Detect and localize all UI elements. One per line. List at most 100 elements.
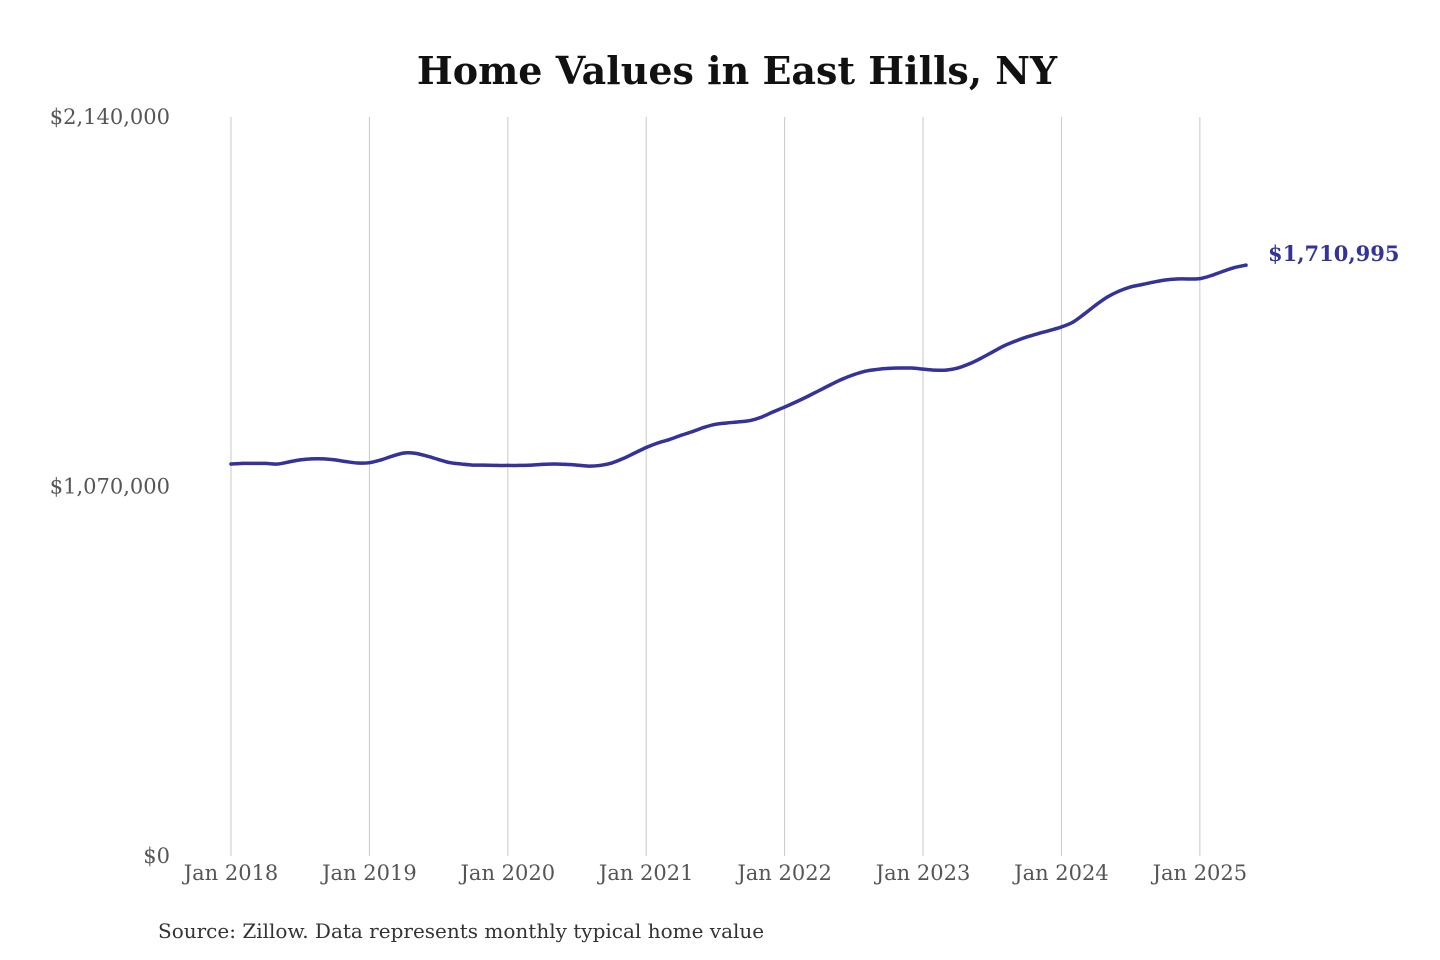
data-point: [921, 367, 925, 371]
data-point: [1071, 320, 1075, 324]
data-point: [771, 410, 775, 414]
data-point: [552, 462, 556, 466]
x-tick-label: Jan 2019: [320, 861, 417, 885]
data-point: [287, 460, 291, 464]
data-point: [356, 461, 360, 465]
data-point: [298, 458, 302, 462]
chart-title: Home Values in East Hills, NY: [417, 48, 1058, 93]
data-point: [690, 429, 694, 434]
data-point: [448, 461, 452, 465]
data-point: [1186, 277, 1190, 281]
data-point: [471, 463, 475, 467]
data-point: [829, 383, 833, 387]
data-point: [240, 461, 245, 465]
data-point: [229, 462, 233, 466]
data-point: [1059, 325, 1064, 329]
data-point: [1175, 277, 1179, 281]
source-note: Source: Zillow. Data represents monthly …: [158, 919, 764, 943]
data-point: [944, 368, 948, 372]
data-point: [1036, 331, 1040, 336]
data-point: [967, 362, 971, 366]
data-point: [1152, 280, 1156, 284]
data-point: [783, 405, 787, 409]
data-point: [344, 460, 348, 464]
data-point: [656, 441, 660, 445]
data-point: [1082, 312, 1087, 316]
data-point: [1244, 263, 1248, 267]
data-point: [1140, 282, 1144, 287]
x-tick-label: Jan 2020: [459, 861, 556, 885]
data-point: [840, 377, 844, 381]
data-point: [598, 463, 602, 468]
data-point: [1025, 335, 1029, 339]
data-point: [333, 458, 337, 462]
data-point: [1221, 269, 1225, 273]
data-point: [437, 457, 441, 462]
data-point: [1048, 328, 1052, 333]
data-point: [667, 437, 671, 442]
data-point: [1105, 295, 1110, 299]
data-point: [794, 400, 798, 404]
data-point: [633, 451, 637, 455]
data-point: [413, 451, 418, 455]
data-point: [748, 418, 752, 423]
data-point: [425, 454, 429, 458]
data-point: [852, 373, 856, 377]
x-gridlines: [230, 117, 1201, 856]
y-tick-label: $1,070,000: [50, 475, 170, 499]
data-point: [875, 367, 879, 372]
data-point: [898, 366, 902, 370]
y-tick-label: $0: [143, 844, 170, 868]
data-point: [1094, 303, 1098, 307]
data-point: [1198, 277, 1202, 281]
data-point: [321, 457, 325, 461]
data-point: [483, 463, 487, 467]
x-tick-label: Jan 2018: [182, 861, 279, 885]
x-tick-label: Jan 2024: [1012, 861, 1109, 885]
x-axis-tick-labels: Jan 2018 Jan 2019 Jan 2020 Jan 2021 Jan 2022…: [182, 861, 1247, 885]
data-point: [252, 461, 256, 465]
y-tick-label: $2,140,000: [50, 105, 170, 129]
data-point: [379, 458, 383, 462]
x-tick-label: Jan 2022: [735, 861, 832, 885]
end-value-label: $1,710,995: [1268, 241, 1400, 266]
data-point: [979, 356, 983, 360]
x-tick-label: Jan 2025: [1151, 861, 1248, 885]
x-tick-label: Jan 2023: [874, 861, 971, 885]
data-point: [736, 420, 741, 424]
data-point: [1209, 273, 1213, 278]
data-point: [956, 366, 960, 370]
data-point: [275, 462, 279, 466]
data-point: [529, 463, 533, 467]
series-line: [229, 263, 1248, 468]
data-point: [932, 368, 937, 372]
data-point: [506, 463, 510, 468]
x-tick-label: Jan 2021: [597, 861, 694, 885]
data-point: [460, 462, 464, 466]
data-point: [759, 415, 764, 419]
data-point: [713, 422, 718, 426]
data-point: [1002, 344, 1006, 348]
data-point: [644, 445, 648, 450]
data-point: [806, 394, 810, 398]
data-point: [621, 456, 625, 461]
data-point: [1013, 339, 1017, 343]
data-point: [679, 433, 683, 437]
data-point: [1163, 278, 1167, 282]
data-point: [494, 463, 498, 468]
data-point: [610, 461, 614, 465]
data-point: [390, 454, 395, 458]
data-point: [817, 388, 821, 393]
data-point: [1232, 265, 1237, 270]
plot-area: $1,710,995: [229, 241, 1400, 468]
data-point: [563, 462, 568, 466]
data-point: [1129, 285, 1133, 289]
data-point: [863, 369, 867, 373]
data-point: [575, 463, 579, 467]
data-point: [367, 461, 372, 465]
data-point: [517, 463, 521, 468]
data-point: [540, 462, 545, 466]
y-axis-tick-labels: $0 $1,070,000 $2,140,000: [50, 105, 170, 868]
data-point: [886, 366, 891, 370]
